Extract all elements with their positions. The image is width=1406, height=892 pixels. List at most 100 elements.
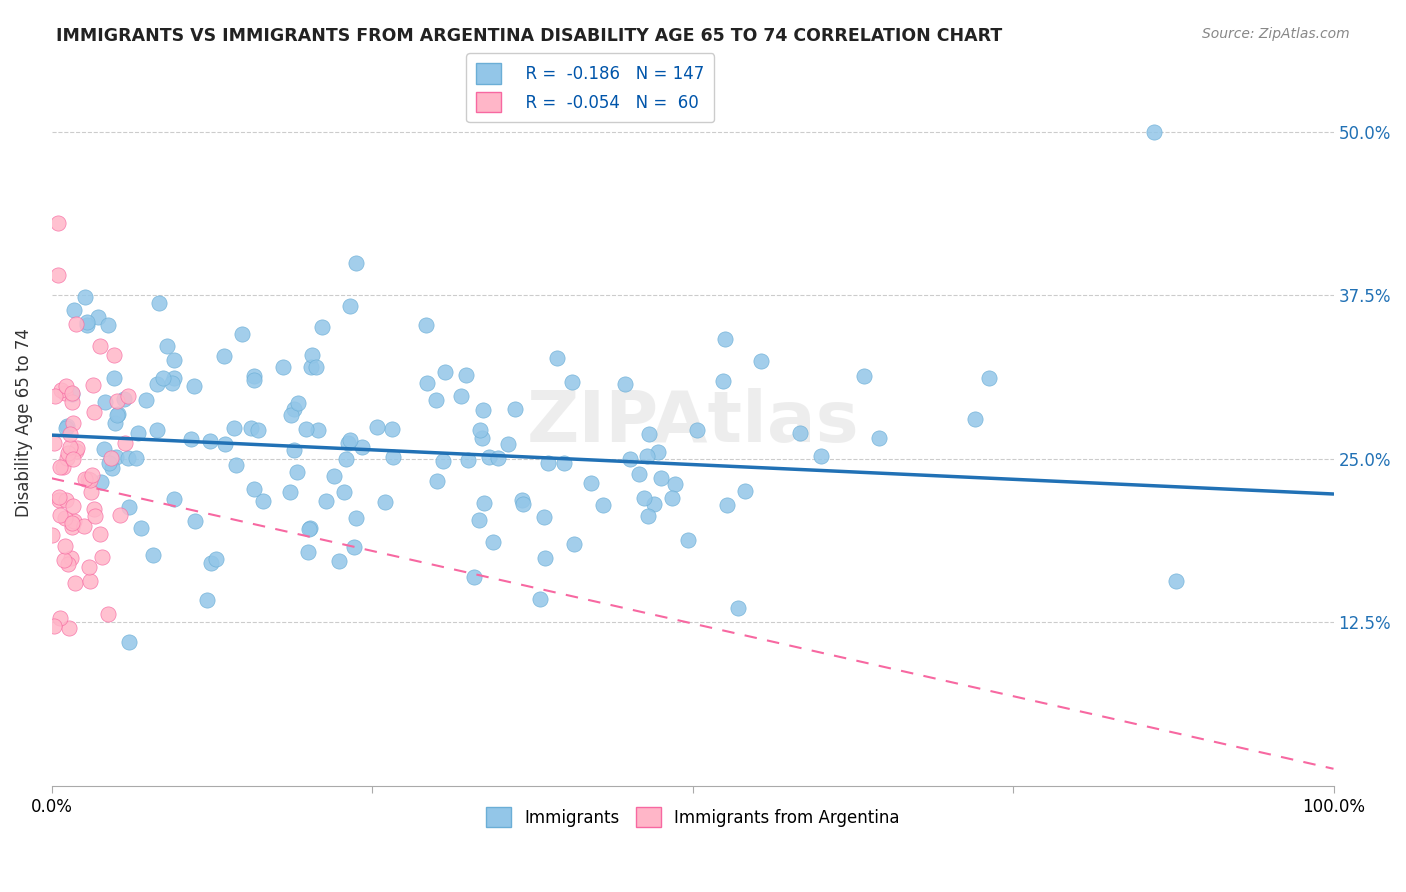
Point xyxy=(105,409,128,423)
Point xyxy=(146,423,169,437)
Point xyxy=(486,451,509,466)
Point xyxy=(283,401,305,416)
Point xyxy=(381,422,404,436)
Point xyxy=(366,419,388,434)
Point xyxy=(51,384,73,398)
Point xyxy=(48,611,70,625)
Point xyxy=(647,445,669,459)
Point xyxy=(60,519,83,533)
Point xyxy=(152,370,174,384)
Point xyxy=(55,418,77,433)
Point xyxy=(104,416,127,430)
Point xyxy=(52,553,75,567)
Point xyxy=(44,389,66,403)
Point xyxy=(118,500,141,515)
Point xyxy=(243,482,266,496)
Point xyxy=(41,528,63,542)
Point xyxy=(343,540,366,554)
Point xyxy=(294,422,316,436)
Point xyxy=(62,416,84,430)
Point xyxy=(749,354,772,368)
Point xyxy=(627,467,650,481)
Point xyxy=(298,522,321,536)
Point xyxy=(553,456,575,470)
Point xyxy=(66,441,89,455)
Point xyxy=(83,405,105,419)
Point xyxy=(83,501,105,516)
Point xyxy=(350,440,373,454)
Point xyxy=(55,379,77,393)
Point xyxy=(59,440,82,454)
Point xyxy=(195,593,218,607)
Point xyxy=(643,497,665,511)
Point xyxy=(91,549,114,564)
Point xyxy=(278,485,301,500)
Point xyxy=(103,348,125,362)
Point xyxy=(183,379,205,393)
Point xyxy=(301,348,323,362)
Point xyxy=(467,513,489,527)
Point xyxy=(287,396,309,410)
Point xyxy=(163,371,186,385)
Point xyxy=(416,376,439,390)
Point xyxy=(536,456,558,470)
Point xyxy=(638,427,661,442)
Point xyxy=(103,370,125,384)
Point xyxy=(456,368,478,382)
Point xyxy=(60,516,83,530)
Point xyxy=(89,527,111,541)
Point xyxy=(336,436,359,450)
Point xyxy=(118,634,141,648)
Point xyxy=(425,393,447,408)
Point xyxy=(323,469,346,483)
Point xyxy=(471,431,494,445)
Point xyxy=(100,450,122,465)
Point xyxy=(503,401,526,416)
Point xyxy=(58,446,80,460)
Point xyxy=(242,373,264,387)
Point xyxy=(79,473,101,487)
Point xyxy=(117,389,139,403)
Point xyxy=(125,451,148,466)
Point xyxy=(546,351,568,365)
Point xyxy=(62,452,84,467)
Point xyxy=(713,332,735,346)
Point xyxy=(562,537,585,551)
Point xyxy=(374,495,396,509)
Point xyxy=(73,519,96,533)
Point xyxy=(463,570,485,584)
Point xyxy=(299,521,322,535)
Point xyxy=(868,432,890,446)
Point xyxy=(344,255,367,269)
Point xyxy=(619,451,641,466)
Point xyxy=(53,511,76,525)
Point xyxy=(650,471,672,485)
Point xyxy=(315,493,337,508)
Point xyxy=(79,574,101,588)
Point xyxy=(65,317,87,331)
Point xyxy=(80,467,103,482)
Point xyxy=(789,426,811,441)
Point xyxy=(636,449,658,463)
Point xyxy=(661,491,683,506)
Point xyxy=(142,548,165,562)
Point xyxy=(977,371,1000,385)
Point xyxy=(75,290,97,304)
Point xyxy=(457,453,479,467)
Point xyxy=(93,442,115,457)
Point xyxy=(716,498,738,512)
Point xyxy=(200,556,222,570)
Point xyxy=(135,392,157,407)
Point xyxy=(60,386,83,401)
Point xyxy=(734,483,756,498)
Point xyxy=(212,349,235,363)
Text: Source: ZipAtlas.com: Source: ZipAtlas.com xyxy=(1202,27,1350,41)
Point xyxy=(285,465,308,479)
Point xyxy=(471,403,494,417)
Point xyxy=(56,451,79,466)
Point xyxy=(214,437,236,451)
Legend: Immigrants, Immigrants from Argentina: Immigrants, Immigrants from Argentina xyxy=(477,798,908,836)
Point xyxy=(496,437,519,451)
Point xyxy=(180,432,202,446)
Point xyxy=(63,302,86,317)
